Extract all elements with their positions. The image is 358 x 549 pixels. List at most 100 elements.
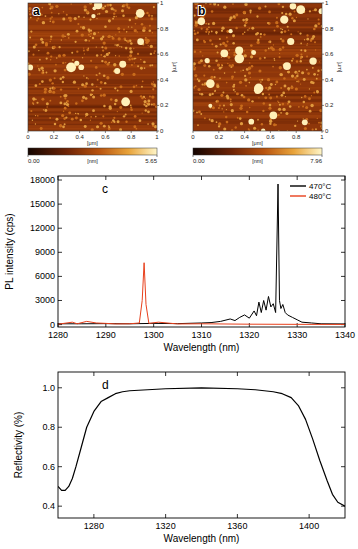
- afm-texture: [28, 79, 157, 82]
- afm-grain: [132, 73, 135, 76]
- afm-grain: [306, 34, 308, 36]
- afm-grain: [222, 42, 225, 45]
- afm-texture: [28, 64, 157, 65]
- afm-grain: [103, 41, 106, 44]
- afm-grain: [63, 11, 65, 13]
- afm-grain: [44, 88, 47, 91]
- afm-grain: [226, 41, 228, 43]
- afm-grain: [279, 73, 282, 76]
- afm-grain: [114, 117, 116, 119]
- afm-grain: [66, 100, 69, 103]
- afm-grain: [216, 101, 218, 103]
- afm-grain: [220, 94, 223, 97]
- afm-grain: [221, 27, 224, 30]
- afm-grain: [91, 83, 93, 85]
- afm-grain: [96, 74, 98, 76]
- y-tick-right: [341, 276, 345, 277]
- afm-grain: [309, 88, 310, 89]
- x-tick-label: 0.4: [75, 134, 84, 140]
- afm-grain: [111, 121, 113, 123]
- plot-frame: [58, 176, 345, 327]
- afm-grain: [127, 40, 130, 43]
- afm-grain: [104, 61, 107, 64]
- afm-grain: [194, 50, 196, 52]
- afm-island: [229, 29, 233, 33]
- afm-grain: [119, 128, 122, 131]
- afm-grain: [96, 54, 98, 56]
- afm-grain: [122, 5, 125, 8]
- afm-grain: [133, 48, 134, 49]
- afm-grain: [91, 128, 94, 131]
- afm-grain: [113, 16, 115, 18]
- afm-grain: [102, 49, 104, 51]
- afm-grain: [232, 42, 235, 45]
- afm-grain: [46, 106, 47, 107]
- afm-grain: [108, 19, 111, 22]
- series-line: [58, 388, 345, 506]
- afm-grain: [64, 107, 67, 110]
- afm-grain: [296, 54, 299, 57]
- afm-grain: [317, 70, 319, 72]
- afm-grain: [96, 75, 97, 76]
- afm-grain: [317, 22, 320, 25]
- afm-grain: [74, 41, 76, 43]
- y-tick-right: [341, 387, 345, 388]
- afm-grain: [284, 30, 287, 33]
- afm-grain: [151, 103, 153, 105]
- afm-grain: [118, 37, 121, 40]
- afm-texture: [28, 125, 157, 126]
- afm-grain: [296, 72, 297, 73]
- afm-grain: [313, 73, 316, 76]
- afm-grain: [297, 73, 298, 74]
- afm-grain: [41, 71, 44, 74]
- afm-grain: [298, 70, 300, 72]
- x-tick: [28, 131, 29, 133]
- afm-grain: [100, 94, 103, 97]
- afm-texture: [28, 4, 157, 6]
- afm-grain: [296, 17, 297, 18]
- y-tick: [322, 105, 324, 106]
- afm-grain: [129, 47, 132, 50]
- afm-grain: [128, 58, 130, 60]
- afm-grain: [95, 116, 97, 118]
- afm-grain: [263, 102, 265, 104]
- afm-texture: [28, 4, 157, 6]
- afm-grain: [149, 25, 151, 27]
- afm-grain: [279, 66, 282, 69]
- afm-island: [137, 38, 144, 45]
- afm-grain: [196, 39, 199, 42]
- afm-grain: [194, 24, 197, 27]
- y-tick: [58, 228, 62, 229]
- afm-grain: [154, 50, 156, 52]
- afm-grain: [133, 86, 136, 89]
- afm-grain: [198, 61, 201, 64]
- x-tick: [193, 131, 194, 133]
- afm-grain: [301, 56, 303, 58]
- y-tick-label: 15000: [30, 199, 55, 209]
- afm-grain: [99, 72, 101, 74]
- x-tick: [249, 323, 250, 327]
- afm-grain: [95, 66, 98, 69]
- colorbar: [28, 148, 157, 155]
- afm-grain: [97, 13, 98, 14]
- afm-grain: [147, 123, 149, 125]
- afm-grain: [131, 58, 134, 61]
- afm-grain: [131, 27, 132, 28]
- afm-grain: [46, 57, 48, 59]
- afm-grain: [52, 20, 55, 23]
- afm-grain: [47, 52, 50, 55]
- afm-grain: [268, 107, 271, 110]
- afm-grain: [210, 76, 213, 79]
- afm-texture: [28, 74, 157, 76]
- afm-grain: [78, 16, 80, 18]
- afm-grain: [213, 3, 216, 5]
- afm-grain: [198, 80, 201, 83]
- afm-grain: [115, 16, 117, 18]
- afm-grain: [212, 106, 215, 109]
- afm-grain: [219, 104, 221, 106]
- afm-texture: [193, 21, 322, 22]
- afm-grain: [234, 91, 235, 92]
- afm-texture: [193, 110, 322, 111]
- afm-island: [206, 79, 215, 88]
- afm-grain: [298, 106, 300, 108]
